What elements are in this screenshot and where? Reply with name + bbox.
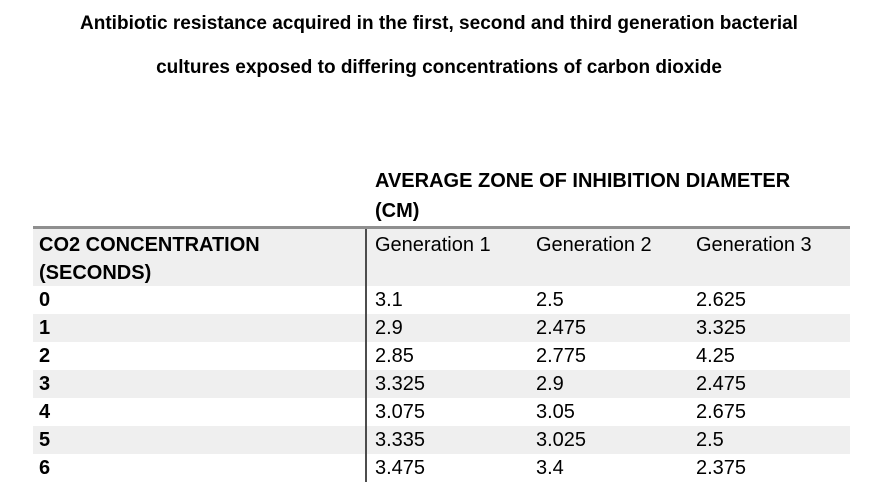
column-header-co2-line2: (SECONDS) [39,262,152,284]
table-row: 3 3.325 2.9 2.475 [33,370,850,398]
cell-value: 2.475 [536,317,587,339]
cell-value: 2.775 [536,345,587,367]
cell-value: 4.25 [696,345,735,367]
document-title-line2: cultures exposed to differing concentrat… [156,57,722,78]
document-title: Antibiotic resistance acquired in the fi… [0,2,878,90]
cell-value: 3.4 [536,457,564,479]
inhibition-data-table: CO2 CONCENTRATION (SECONDS) Generation 1… [33,226,850,482]
cell-value: 2.5 [696,429,724,451]
table-row: 6 3.475 3.4 2.375 [33,454,850,482]
cell-value: 2.5 [536,289,564,311]
column-header-generation-1: Generation 1 [365,229,528,286]
row-label: 0 [39,289,51,311]
row-label: 2 [39,345,51,367]
cell-value: 3.335 [365,426,528,454]
table-row: 5 3.335 3.025 2.5 [33,426,850,454]
table-row: 1 2.9 2.475 3.325 [33,314,850,342]
cell-value: 3.325 [696,317,747,339]
row-label: 6 [39,457,51,479]
row-label: 4 [39,401,51,423]
table-row: 4 3.075 3.05 2.675 [33,398,850,426]
cell-value: 2.9 [365,314,528,342]
cell-value: 3.05 [536,401,575,423]
cell-value: 2.475 [696,373,747,395]
cell-value: 2.375 [696,457,747,479]
row-label: 1 [39,317,51,339]
cell-value: 3.025 [536,429,587,451]
document-title-line1: Antibiotic resistance acquired in the fi… [80,13,798,34]
cell-value: 2.675 [696,401,747,423]
cell-value: 2.9 [536,373,564,395]
column-header-generation-2: Generation 2 [536,234,652,256]
cell-value: 2.625 [696,289,747,311]
cell-value: 2.85 [365,342,528,370]
column-header-co2-line1: CO2 CONCENTRATION [39,234,260,256]
table-span-header-line2: (CM) [375,200,420,222]
table-header-row: CO2 CONCENTRATION (SECONDS) Generation 1… [33,229,850,286]
table-row: 2 2.85 2.775 4.25 [33,342,850,370]
cell-value: 3.075 [365,398,528,426]
row-label: 3 [39,373,51,395]
table-span-header: AVERAGE ZONE OF INHIBITION DIAMETER (CM) [375,166,790,226]
column-header-co2-concentration: CO2 CONCENTRATION (SECONDS) [33,229,365,286]
table-span-header-line1: AVERAGE ZONE OF INHIBITION DIAMETER [375,170,791,192]
cell-value: 3.475 [365,454,528,482]
cell-value: 3.1 [365,286,528,314]
table-row: 0 3.1 2.5 2.625 [33,286,850,314]
column-header-generation-3: Generation 3 [696,234,812,256]
row-label: 5 [39,429,51,451]
cell-value: 3.325 [365,370,528,398]
